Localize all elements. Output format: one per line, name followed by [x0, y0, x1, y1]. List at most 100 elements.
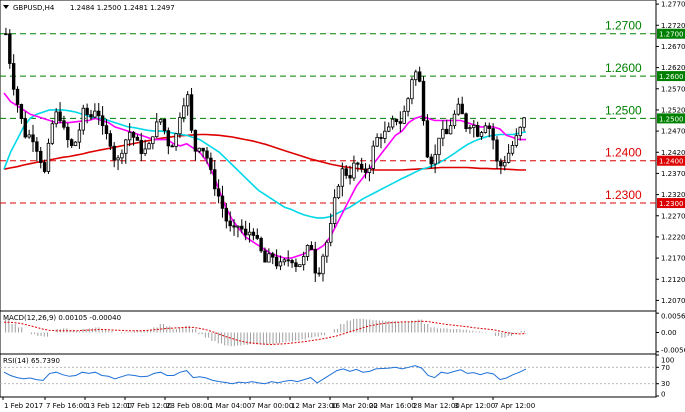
candle-body — [379, 137, 383, 139]
candle-body — [325, 241, 329, 257]
candle-body — [247, 231, 252, 236]
candle-body — [228, 220, 232, 227]
candle-body — [54, 111, 58, 125]
level-axis-tag-label: 1.2700 — [659, 31, 684, 39]
candle-body — [506, 152, 511, 163]
candle-body — [81, 107, 85, 131]
time-tick-label: 28 Mar 12:00 — [413, 402, 460, 410]
candle-body — [4, 33, 8, 36]
candle-body — [178, 117, 182, 135]
level-label: 1.2600 — [605, 61, 642, 75]
candle-body — [77, 129, 82, 143]
time-tick-label: 13 Feb 12:00 — [86, 402, 132, 410]
candle-body — [139, 139, 143, 154]
rsi-tick-label: 100 — [661, 357, 674, 365]
time-tick-label: 12 Mar 23:00 — [291, 402, 338, 410]
candle-body — [62, 120, 66, 128]
candle-body — [170, 145, 174, 148]
macd-tick-label: -0.00564 — [661, 347, 685, 355]
candle-body — [58, 111, 62, 122]
candle-body — [456, 103, 461, 115]
candle-body — [383, 130, 387, 139]
collapse-triangle-icon[interactable] — [3, 5, 9, 9]
candle-body — [201, 147, 205, 152]
candle-body — [332, 197, 337, 224]
candle-body — [402, 110, 406, 124]
candle-body — [271, 253, 275, 258]
price-tick-label: 1.2270 — [661, 212, 685, 220]
candle-body — [135, 136, 140, 141]
level-axis-tag — [657, 198, 685, 209]
price-tick-label: 1.2370 — [661, 170, 685, 178]
candle-body — [162, 119, 167, 132]
candle-body — [359, 163, 364, 170]
candle-body — [104, 125, 109, 135]
candle-body — [417, 71, 422, 82]
candle-body — [282, 259, 287, 263]
candle-body — [363, 168, 368, 173]
candle-body — [340, 168, 345, 187]
candle-body — [367, 168, 372, 173]
rsi-tick-label: 0 — [661, 391, 665, 399]
candle-body — [452, 113, 457, 127]
candle-body — [189, 94, 194, 131]
candle-body — [255, 235, 259, 239]
price-tick-label: 1.2320 — [661, 191, 685, 199]
candle-body — [236, 225, 240, 228]
price-tick-label: 1.2170 — [661, 255, 685, 263]
candle-body — [124, 139, 128, 154]
rsi-pane-frame — [0, 353, 657, 398]
macd-tick-label: 0.00 — [661, 329, 677, 337]
level-label: 1.2400 — [605, 146, 642, 160]
time-tick-label: 3 Apr 12:00 — [454, 402, 495, 410]
candle-body — [348, 175, 352, 179]
rsi-levels — [0, 366, 656, 385]
candle-body — [495, 139, 499, 162]
price-tick-label: 1.2720 — [661, 22, 685, 30]
price-pane-frame — [0, 0, 657, 312]
candle-body — [89, 114, 93, 118]
candle-body — [475, 125, 480, 137]
candle-body — [441, 128, 445, 139]
level-axis-tag — [657, 113, 685, 124]
candle-body — [398, 121, 403, 124]
price-tick-label: 1.2120 — [661, 276, 685, 284]
candle-body — [50, 123, 55, 144]
candle-body — [437, 137, 441, 155]
candle-body — [193, 129, 198, 152]
candle-body — [313, 249, 317, 274]
candle-body — [267, 253, 271, 263]
candle-body — [42, 162, 47, 172]
candle-body — [216, 188, 221, 197]
candle-body — [278, 261, 283, 267]
time-tick-label: 7 Mar 00:00 — [251, 402, 293, 410]
price-tick-label: 1.2470 — [661, 128, 685, 136]
candle-body — [406, 98, 410, 112]
candle-body — [15, 88, 20, 105]
price-tick-label: 1.2420 — [661, 149, 685, 157]
candle-body — [375, 137, 379, 147]
candle-body — [112, 145, 116, 161]
candle-body — [155, 121, 159, 138]
candle-body — [251, 231, 256, 236]
candle-body — [274, 256, 279, 267]
price-tick-label: 1.2670 — [661, 43, 685, 51]
candle-body — [305, 245, 310, 257]
candle-body — [46, 142, 51, 172]
candle-body — [317, 272, 321, 275]
candle-body — [97, 110, 101, 117]
candle-body — [232, 225, 236, 228]
candle-body — [356, 162, 360, 165]
level-axis-tag — [657, 71, 685, 82]
candle-body — [499, 160, 503, 167]
price-tick-label: 1.2520 — [661, 106, 685, 114]
price-tick-label: 1.2770 — [661, 1, 685, 9]
candle-body — [344, 168, 348, 176]
time-tick-label: 7 Apr 12:00 — [494, 402, 535, 410]
candle-body — [352, 162, 356, 179]
macd-signal-polyline — [4, 320, 527, 346]
price-tick-label: 1.2570 — [661, 85, 685, 93]
candle-body — [433, 154, 437, 165]
candle-body — [166, 130, 171, 147]
